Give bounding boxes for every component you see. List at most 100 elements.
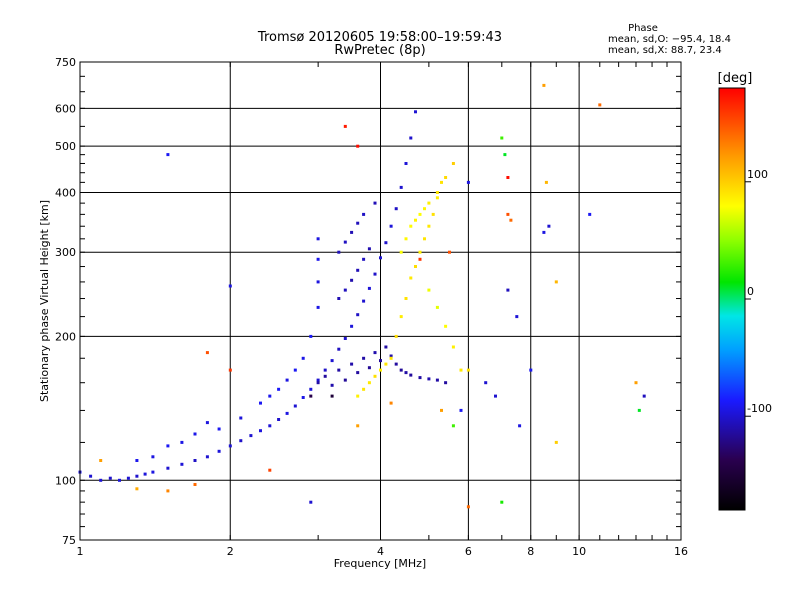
data-point [418, 250, 422, 254]
data-point [637, 408, 641, 412]
data-point [301, 396, 305, 399]
data-point [151, 455, 155, 459]
y-tick-label: 400 [55, 186, 76, 199]
data-point [293, 368, 297, 372]
data-point [316, 257, 320, 261]
data-point [166, 489, 170, 493]
data-point [193, 432, 197, 436]
data-point [205, 421, 209, 425]
data-point [277, 418, 281, 421]
data-point [394, 334, 398, 338]
chart-title: Tromsø 20120605 19:58:00–19:59:43 [257, 30, 502, 45]
data-point [518, 424, 522, 428]
data-point [362, 299, 366, 303]
data-point [356, 371, 360, 375]
data-point [193, 459, 197, 462]
y-axis-label: Stationary phase Virtual Height [km] [38, 200, 51, 402]
data-point [588, 212, 592, 216]
data-point [509, 218, 513, 222]
data-point [316, 305, 320, 309]
data-point [316, 237, 320, 241]
data-point [249, 434, 253, 438]
data-point [427, 201, 431, 205]
data-point [330, 359, 334, 363]
y-tick-label: 750 [55, 56, 76, 69]
colorbar-ticks: 100 0 -100 [745, 168, 772, 417]
data-point [634, 381, 638, 385]
data-point [404, 162, 408, 165]
colorbar-gradient [719, 88, 745, 510]
colorbar-label: [deg] [718, 71, 753, 86]
data-point [277, 387, 281, 391]
data-point [151, 470, 155, 474]
data-point [337, 250, 341, 254]
data-point [379, 359, 382, 363]
data-point [423, 237, 426, 241]
data-point [285, 378, 289, 382]
data-point [356, 313, 360, 317]
data-point [529, 368, 533, 372]
data-point [362, 356, 366, 360]
data-point [554, 440, 558, 444]
data-point [389, 224, 393, 228]
data-point [542, 230, 546, 234]
data-point [435, 378, 439, 382]
data-point [135, 459, 139, 462]
data-point [409, 373, 413, 377]
data-point [135, 474, 139, 478]
data-point [309, 500, 313, 504]
data-point [500, 500, 504, 504]
data-point [435, 196, 439, 200]
data-point [343, 240, 347, 244]
data-point [367, 286, 371, 290]
data-point [414, 218, 417, 222]
x-axis-label: Frequency [MHz] [334, 557, 426, 570]
data-point [459, 408, 463, 412]
data-point [356, 221, 360, 225]
data-point [389, 356, 393, 360]
data-point [399, 185, 403, 189]
data-point [367, 247, 371, 251]
x-tick-label: 16 [674, 545, 688, 558]
data-point [118, 478, 121, 482]
data-point [423, 207, 426, 211]
data-point [337, 368, 341, 372]
data-point [379, 368, 382, 372]
data-point [217, 427, 221, 431]
data-point [362, 212, 366, 216]
data-point [389, 354, 393, 358]
data-point [373, 201, 377, 205]
data-point [330, 394, 334, 398]
data-point [451, 345, 455, 349]
data-point [418, 376, 422, 380]
x-tick-label: 1 [77, 545, 84, 558]
data-point [427, 377, 431, 381]
data-point [343, 378, 347, 382]
data-point [337, 347, 341, 351]
data-point [414, 110, 417, 114]
data-point [323, 374, 327, 378]
data-point [448, 250, 451, 254]
data-point [427, 224, 431, 228]
data-point [330, 383, 334, 387]
data-point [399, 368, 403, 372]
phase-stats-o: mean, sd,O: −95.4, 18.4 [608, 34, 731, 45]
data-point [356, 144, 360, 148]
data-point [126, 476, 130, 480]
data-point [503, 153, 507, 157]
data-point [409, 224, 413, 228]
data-point [323, 368, 327, 372]
data-point [506, 288, 510, 292]
data-point [301, 356, 305, 360]
data-point [384, 345, 388, 349]
data-point [217, 449, 221, 453]
data-point [373, 374, 377, 378]
data-point [484, 381, 488, 385]
data-point [166, 444, 170, 448]
data-point [399, 250, 403, 254]
data-point [309, 394, 313, 398]
data-point [135, 487, 139, 491]
data-point [228, 444, 232, 448]
data-point [193, 483, 197, 486]
data-point [367, 366, 371, 370]
